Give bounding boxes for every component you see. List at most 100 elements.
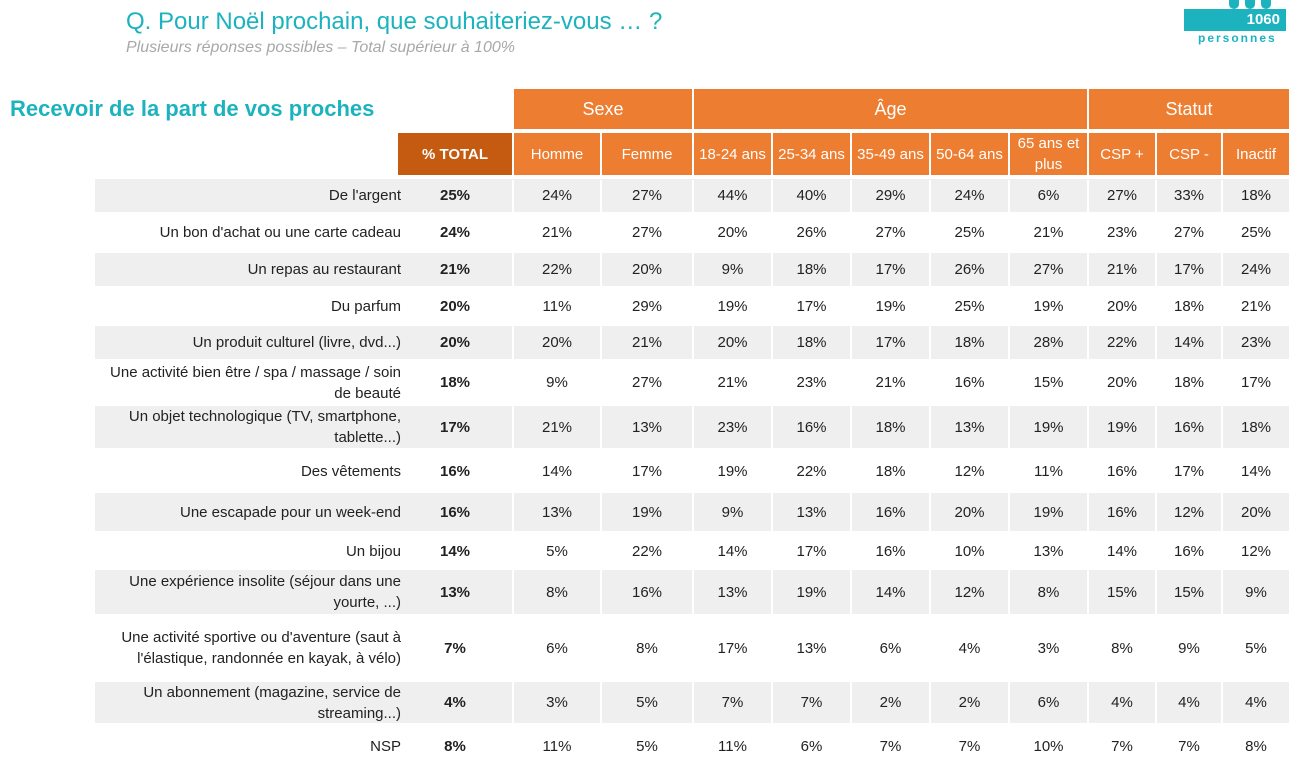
value-cell: 12% xyxy=(1240,543,1272,560)
value-cell: 4% xyxy=(1111,694,1133,711)
value-cell: 10% xyxy=(954,543,985,560)
value-cell: 5% xyxy=(1245,639,1267,657)
section-title: Recevoir de la part de vos proches xyxy=(10,96,375,121)
column-header-65-plus: 65 ans et plus xyxy=(1010,133,1087,175)
value-cell: 33% xyxy=(1173,187,1205,204)
value-cell: 19% xyxy=(717,463,748,480)
value-cell: 9% xyxy=(721,261,744,278)
value-cell: 14% xyxy=(717,543,748,560)
value-cell: 20% xyxy=(1106,298,1138,315)
value-cell: 13% xyxy=(631,418,663,436)
column-divider xyxy=(1008,180,1010,765)
value-cell: 7% xyxy=(721,694,744,711)
table-row: NSP 8% 11% 5% 11% 6% 7% 7% 10% 7% 7% 8% xyxy=(95,727,1289,765)
value-cell: 11% xyxy=(542,298,572,315)
value-cell: 19% xyxy=(1033,298,1064,315)
value-cell: 23% xyxy=(717,418,748,436)
value-cell: 15% xyxy=(1106,583,1138,601)
value-cell: 13% xyxy=(796,639,827,657)
value-cell: 19% xyxy=(1033,418,1064,436)
value-cell: 19% xyxy=(875,298,906,315)
column-header-inactif: Inactif xyxy=(1223,133,1289,175)
value-cell: 28% xyxy=(1033,334,1064,351)
value-cell: 29% xyxy=(875,187,906,204)
sample-size-count: 1060 xyxy=(1184,9,1286,31)
value-cell: 19% xyxy=(1106,418,1138,436)
value-cell: 17% xyxy=(796,543,827,560)
value-cell: 26% xyxy=(954,261,985,278)
value-cell: 24% xyxy=(954,187,985,204)
value-cell: 16% xyxy=(631,583,663,601)
value-cell: 20% xyxy=(717,224,748,241)
group-header-age: Âge xyxy=(694,89,1087,129)
total-cell: 7% xyxy=(444,639,466,657)
value-cell: 4% xyxy=(1245,694,1267,711)
value-cell: 21% xyxy=(541,224,573,241)
value-cell: 8% xyxy=(546,583,568,601)
total-cell: 17% xyxy=(439,418,471,436)
value-cell: 9% xyxy=(721,503,744,521)
value-cell: 40% xyxy=(796,187,827,204)
value-cell: 7% xyxy=(879,737,902,755)
row-label: Un repas au restaurant xyxy=(247,261,401,278)
value-cell: 27% xyxy=(631,374,663,391)
row-label: NSP xyxy=(370,737,401,755)
value-cell: 24% xyxy=(541,187,573,204)
value-cell: 23% xyxy=(796,374,827,391)
column-header-35-49: 35-49 ans xyxy=(852,133,929,175)
value-cell: 20% xyxy=(541,334,573,351)
value-cell: 26% xyxy=(796,224,827,241)
value-cell: 16% xyxy=(1173,543,1205,560)
total-cell: 20% xyxy=(439,298,471,315)
total-cell: 16% xyxy=(439,463,471,480)
total-cell: 24% xyxy=(439,224,471,241)
value-cell: 9% xyxy=(1245,583,1267,601)
value-cell: 23% xyxy=(1106,224,1138,241)
table-row: Un bon d'achat ou une carte cadeau 24% 21%… xyxy=(95,216,1289,249)
value-cell: 7% xyxy=(958,737,981,755)
value-cell: 8% xyxy=(1245,737,1267,755)
group-header-statut: Statut xyxy=(1089,89,1289,129)
column-divider xyxy=(692,180,694,765)
column-divider xyxy=(512,180,514,765)
row-label: Un objet technologique (TV, smartphone, … xyxy=(128,408,401,446)
total-cell: 14% xyxy=(439,543,471,560)
value-cell: 20% xyxy=(631,261,663,278)
value-cell: 25% xyxy=(1240,224,1272,241)
value-cell: 44% xyxy=(717,187,748,204)
value-cell: 3% xyxy=(546,694,568,711)
value-cell: 7% xyxy=(1178,737,1200,755)
column-header-18-24: 18-24 ans xyxy=(694,133,771,175)
value-cell: 21% xyxy=(1240,298,1272,315)
value-cell: 20% xyxy=(717,334,748,351)
value-cell: 15% xyxy=(1033,374,1064,391)
table-row: Un bijou 14% 5% 22% 14% 17% 16% 10% 13% 14% 16% 12% xyxy=(95,535,1289,568)
value-cell: 13% xyxy=(717,583,748,601)
value-cell: 25% xyxy=(954,298,985,315)
total-cell: 20% xyxy=(439,334,471,351)
column-header-csp-minus: CSP - xyxy=(1157,133,1221,175)
value-cell: 13% xyxy=(541,503,573,521)
value-cell: 20% xyxy=(1240,503,1272,521)
value-cell: 27% xyxy=(1033,261,1064,278)
row-label: Un produit culturel (livre, dvd...) xyxy=(192,334,401,351)
row-label: Un bijou xyxy=(345,543,401,560)
value-cell: 27% xyxy=(1173,224,1205,241)
value-cell: 18% xyxy=(954,334,985,351)
total-cell: 16% xyxy=(439,503,471,521)
value-cell: 18% xyxy=(1173,374,1205,391)
value-cell: 6% xyxy=(800,737,823,755)
row-label: Du parfum xyxy=(330,298,401,315)
column-divider xyxy=(1087,180,1089,765)
value-cell: 17% xyxy=(1173,261,1205,278)
value-cell: 18% xyxy=(1173,298,1205,315)
value-cell: 21% xyxy=(717,374,748,391)
value-cell: 12% xyxy=(954,463,985,480)
value-cell: 16% xyxy=(954,374,985,391)
column-divider xyxy=(1221,180,1223,765)
value-cell: 27% xyxy=(631,187,663,204)
value-cell: 21% xyxy=(875,374,906,391)
value-cell: 12% xyxy=(954,583,985,601)
value-cell: 5% xyxy=(636,737,658,755)
value-cell: 14% xyxy=(541,463,573,480)
